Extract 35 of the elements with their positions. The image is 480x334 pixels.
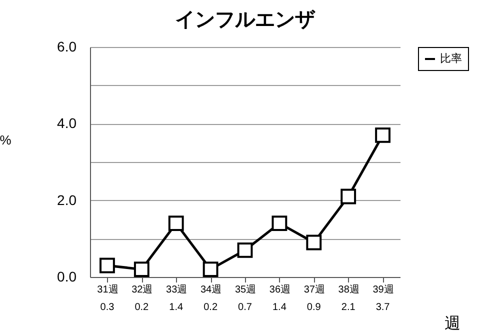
y-tick-label: 4.0 (57, 115, 77, 132)
x-tick-label: 31週 (97, 284, 118, 296)
x-tick-label: 35週 (234, 284, 256, 296)
point (237, 242, 253, 258)
data-label: 1.4 (272, 302, 287, 313)
point (375, 127, 390, 143)
point (272, 216, 288, 232)
data-label: 0.7 (238, 302, 252, 313)
data-label: 0.2 (204, 302, 218, 313)
data-label: 1.4 (169, 302, 184, 313)
legend-label: 比率 (440, 52, 462, 65)
data-label: 0.9 (306, 302, 322, 313)
point (202, 262, 218, 278)
point (134, 262, 150, 278)
data-label: 2.1 (341, 302, 356, 313)
x-tick-label: 36週 (269, 284, 291, 296)
x-axis-title: 週 (444, 316, 460, 332)
y-axis-title: % (0, 132, 12, 148)
x-tick-label: 37週 (304, 284, 325, 296)
point (100, 258, 115, 274)
data-label: 0.2 (134, 302, 150, 313)
data-label: 0.3 (100, 302, 115, 313)
x-tick-label: 34週 (200, 284, 222, 296)
y-tick-label: 0.0 (57, 268, 77, 284)
chart-title: インフルエンザ (175, 9, 316, 31)
x-tick-label: 38週 (338, 284, 360, 296)
x-tick-label: 32週 (132, 284, 153, 296)
x-tick-label: 39週 (372, 284, 394, 296)
point (168, 216, 184, 232)
y-tick-label: 6.0 (57, 38, 77, 54)
x-tick-label: 33週 (166, 284, 188, 296)
point (306, 234, 322, 250)
point (340, 188, 356, 204)
data-label: 3.7 (376, 302, 390, 313)
y-tick-label: 2.0 (57, 192, 77, 208)
